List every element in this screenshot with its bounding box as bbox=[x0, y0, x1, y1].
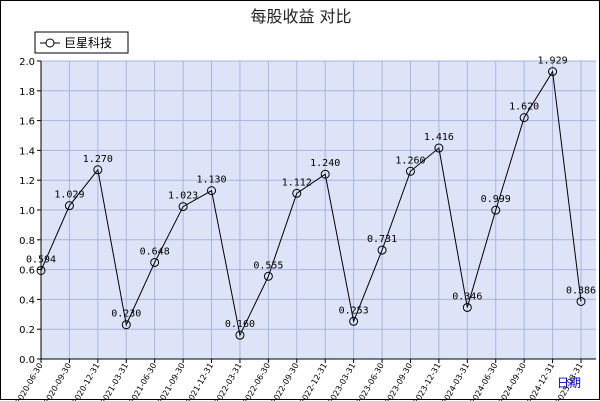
data-label: 1.130 bbox=[196, 175, 226, 186]
y-tick-label: 1.6 bbox=[19, 117, 35, 128]
y-tick-label: 2.0 bbox=[19, 57, 35, 68]
x-tick-label: 2023-09-30 bbox=[383, 362, 414, 401]
x-tick-group: 2020-06-302020-09-302020-12-312021-03-31… bbox=[14, 359, 585, 401]
data-label: 0.160 bbox=[225, 319, 255, 330]
data-label: 0.346 bbox=[452, 291, 482, 302]
x-tick-label: 2020-09-30 bbox=[42, 362, 73, 401]
chart-title: 每股收益 对比 bbox=[250, 7, 351, 26]
data-label: 0.648 bbox=[140, 246, 170, 257]
data-label: 0.731 bbox=[367, 234, 397, 245]
x-tick-label: 2024-03-31 bbox=[440, 362, 471, 401]
x-tick-label: 2023-06-30 bbox=[355, 362, 386, 401]
data-label: 0.555 bbox=[253, 260, 283, 271]
data-label: 0.386 bbox=[566, 285, 596, 296]
y-tick-label: 1.4 bbox=[19, 146, 35, 157]
legend-marker-icon bbox=[46, 39, 54, 47]
data-label: 1.023 bbox=[168, 191, 198, 202]
data-label: 0.999 bbox=[481, 194, 511, 205]
x-tick-label: 2022-03-31 bbox=[213, 362, 244, 401]
y-tick-label: 1.0 bbox=[19, 206, 35, 217]
x-axis-label: 日期 bbox=[557, 376, 581, 390]
data-label: 1.112 bbox=[282, 177, 312, 188]
data-label: 1.029 bbox=[54, 190, 84, 201]
data-label: 1.416 bbox=[424, 132, 454, 143]
x-tick-label: 2020-06-30 bbox=[14, 362, 45, 401]
y-tick-label: 1.8 bbox=[19, 87, 35, 98]
y-tick-label: 1.2 bbox=[19, 176, 35, 187]
x-tick-label: 2024-06-30 bbox=[468, 361, 499, 401]
x-tick-label: 2021-06-30 bbox=[127, 362, 158, 401]
y-tick-label: 0.2 bbox=[19, 325, 35, 336]
legend-label: 巨星科技 bbox=[64, 36, 112, 50]
y-tick-label: 0.4 bbox=[19, 295, 35, 306]
data-label: 1.240 bbox=[310, 158, 340, 169]
data-label: 0.594 bbox=[26, 254, 56, 265]
data-label: 0.230 bbox=[111, 309, 141, 320]
legend: 巨星科技 bbox=[35, 32, 128, 53]
x-tick-label: 2023-03-31 bbox=[326, 362, 357, 401]
x-tick-label: 2023-12-31 bbox=[412, 362, 443, 401]
x-tick-label: 2022-12-31 bbox=[298, 362, 329, 401]
y-tick-label: 0.8 bbox=[19, 236, 35, 247]
data-label: 1.270 bbox=[83, 154, 113, 165]
x-tick-label: 2022-06-30 bbox=[241, 362, 272, 401]
x-tick-label: 2024-09-30 bbox=[497, 362, 528, 401]
data-label: 1.620 bbox=[509, 102, 539, 113]
x-tick-label: 2020-12-31 bbox=[71, 362, 102, 401]
y-tick-label: 0.0 bbox=[19, 355, 35, 366]
y-tick-group: 0.0 0.2 0.4 0.6 0.8 1.0 1.2 1.4 1.6 1.8 2.0 bbox=[19, 57, 41, 366]
x-tick-label: 2021-12-31 bbox=[184, 362, 215, 401]
y-tick-label: 0.6 bbox=[19, 266, 35, 277]
x-tick-label: 2022-09-30 bbox=[269, 362, 300, 401]
data-label: 1.260 bbox=[395, 155, 425, 166]
x-tick-label: 2021-09-30 bbox=[156, 362, 187, 401]
data-label: 1.929 bbox=[538, 56, 568, 67]
x-tick-label: 2021-03-31 bbox=[99, 362, 130, 401]
data-label: 0.253 bbox=[339, 305, 369, 316]
x-tick-label: 2024-12-31 bbox=[525, 362, 556, 401]
